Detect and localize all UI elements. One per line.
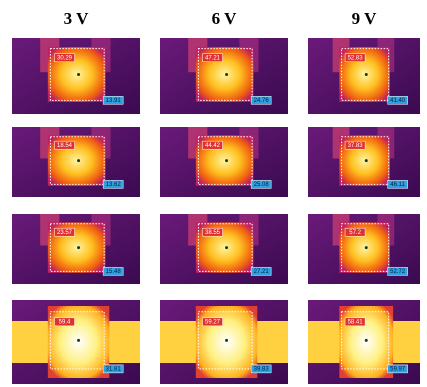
max-label: 23.57 <box>57 230 73 236</box>
min-label: 24.76 <box>254 98 270 104</box>
max-label: 37.83 <box>348 143 364 149</box>
center-dot <box>225 339 228 342</box>
thermal-image: 18.54 13.62 <box>12 127 140 197</box>
center-dot <box>77 73 80 76</box>
column-header: 6 V <box>212 9 237 28</box>
center-dot <box>77 246 80 249</box>
hot-region <box>48 306 109 378</box>
min-label: 13.91 <box>106 98 122 104</box>
max-label: 59.27 <box>205 319 221 325</box>
hot-region <box>339 306 393 378</box>
thermal-image: 30.29 13.91 <box>12 38 140 114</box>
min-label: 46.11 <box>390 182 405 188</box>
column-header: 9 V <box>352 9 377 28</box>
min-label: 27.21 <box>254 269 270 275</box>
thermal-image: 38.55 27.21 <box>160 214 288 284</box>
max-label: 18.54 <box>57 143 73 149</box>
thermal-image: 37.83 46.11 <box>308 127 420 197</box>
center-dot <box>77 339 80 342</box>
max-label: 38.55 <box>205 230 221 236</box>
thermal-image: 59.4 31.81 <box>12 300 140 384</box>
center-dot <box>365 246 368 249</box>
thermal-image: 59.27 39.83 <box>160 300 288 384</box>
min-label: 13.62 <box>106 182 122 188</box>
center-dot <box>225 73 228 76</box>
min-label: 15.48 <box>106 269 122 275</box>
min-label: 39.83 <box>254 366 270 372</box>
thermal-image: 52.83 41.40 <box>308 38 420 114</box>
max-label: 59.4 <box>59 319 71 325</box>
center-dot <box>77 159 80 162</box>
max-label: 44.42 <box>205 143 221 149</box>
max-label: 57.2 <box>349 230 361 236</box>
thermal-image: 57.2 52.72 <box>308 214 420 284</box>
max-label: 58.41 <box>348 319 364 325</box>
center-dot <box>365 73 368 76</box>
thermal-image: 23.57 15.48 <box>12 214 140 284</box>
min-label: 52.72 <box>390 269 406 275</box>
center-dot <box>365 159 368 162</box>
min-label: 59.97 <box>390 366 406 372</box>
thermal-image: 47.21 24.76 <box>160 38 288 114</box>
min-label: 25.08 <box>254 182 270 188</box>
thermal-image: 58.41 59.97 <box>308 300 420 384</box>
max-label: 47.21 <box>205 55 221 61</box>
max-label: 30.29 <box>57 55 73 61</box>
min-label: 41.40 <box>390 98 406 104</box>
column-header: 3 V <box>64 9 89 28</box>
center-dot <box>225 159 228 162</box>
hot-region <box>196 306 257 378</box>
thermal-image: 44.42 25.08 <box>160 127 288 197</box>
min-label: 31.81 <box>106 366 122 372</box>
max-label: 52.83 <box>348 55 364 61</box>
center-dot <box>365 339 368 342</box>
center-dot <box>225 246 228 249</box>
figure: 3 V 6 V 9 V 30.29 13.91 47.21 24.76 52.83 41.40 1… <box>0 0 427 387</box>
